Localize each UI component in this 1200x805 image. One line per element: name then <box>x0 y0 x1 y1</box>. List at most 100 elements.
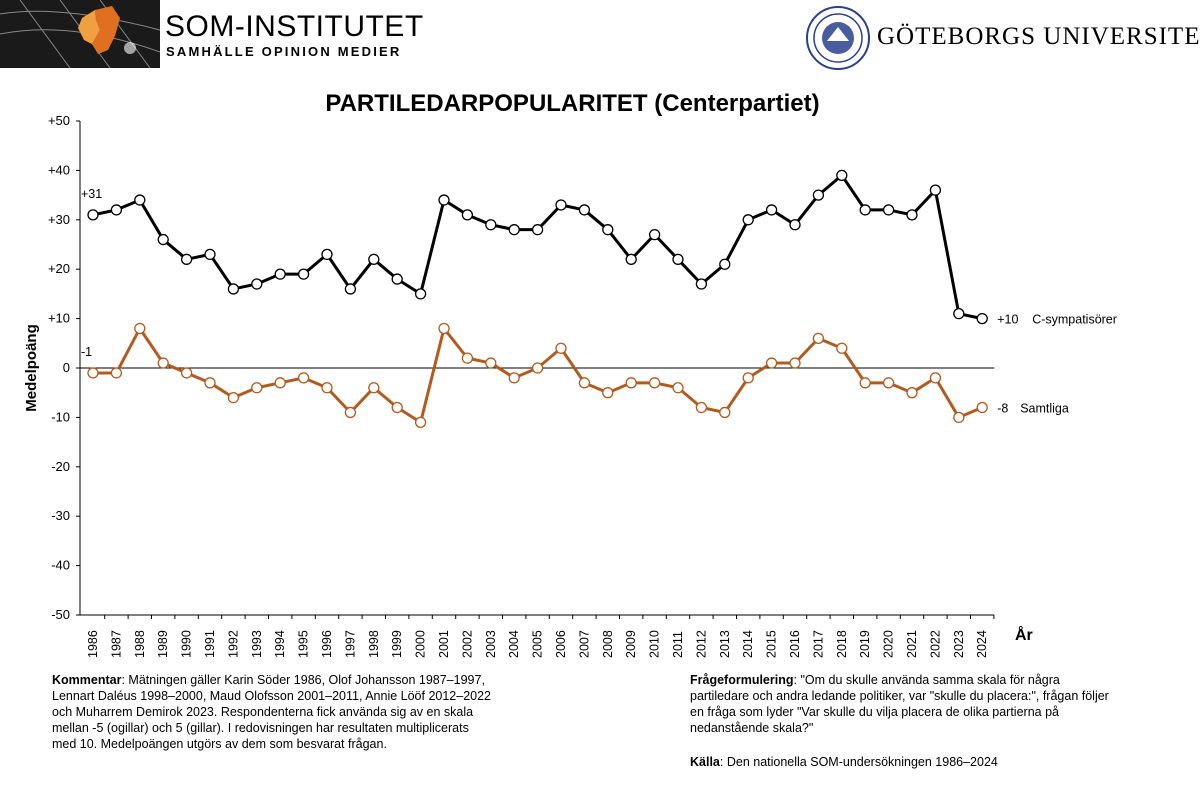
data-point <box>602 387 614 399</box>
y-tick-label: -20 <box>51 459 70 474</box>
y-tick-label: 0 <box>63 360 70 375</box>
x-tick-label: 2017 <box>811 630 825 658</box>
data-point <box>180 253 193 265</box>
x-tick-label: 2014 <box>741 630 755 658</box>
data-point <box>251 382 263 394</box>
data-point <box>251 278 263 290</box>
x-tick-label: 1997 <box>343 630 357 658</box>
question-text: : "Om du skulle använda samma skala för … <box>690 673 1109 735</box>
x-tick-label: 2018 <box>835 630 849 658</box>
x-tick-label: 1993 <box>250 630 264 658</box>
data-point <box>414 416 427 428</box>
data-point <box>695 278 708 290</box>
x-tick-label: 2011 <box>671 631 685 658</box>
data-point <box>672 382 684 394</box>
x-tick-label: 1991 <box>203 630 217 658</box>
data-point <box>134 194 146 206</box>
data-point <box>87 209 99 221</box>
question-label: Frågeformulering <box>690 673 794 687</box>
data-point <box>602 224 614 236</box>
data-point <box>859 204 871 216</box>
comment-text: : Mätningen gäller Karin Söder 1986, Olo… <box>52 673 492 751</box>
y-tick-label: +40 <box>48 162 70 177</box>
university-seal-icon <box>806 6 870 70</box>
x-tick-label: 2002 <box>460 630 474 658</box>
data-point <box>321 382 333 394</box>
comment-label: Kommentar <box>52 673 122 687</box>
data-point <box>976 312 988 325</box>
data-point <box>929 184 942 196</box>
data-point <box>414 288 427 300</box>
series-name-label: Samtliga <box>1020 402 1069 416</box>
x-tick-label: 2024 <box>975 630 989 658</box>
data-point <box>227 283 240 295</box>
data-point <box>906 387 918 399</box>
data-point <box>836 169 848 181</box>
data-point <box>344 406 357 419</box>
data-point <box>742 214 754 226</box>
question-note: Frågeformulering: "Om du skulle använda … <box>690 672 1120 770</box>
x-tick-label: 2013 <box>718 630 732 658</box>
data-point <box>719 406 731 419</box>
x-tick-label: 1998 <box>367 630 381 658</box>
data-point <box>789 219 801 231</box>
x-tick-label: 1990 <box>180 630 194 658</box>
x-tick-label: 2015 <box>765 630 779 658</box>
data-point <box>321 248 333 261</box>
y-axis-label: Medelpoäng <box>23 324 40 412</box>
data-point <box>555 342 567 354</box>
series-start-label: +31 <box>81 187 102 201</box>
x-tick-label: 2005 <box>531 630 545 658</box>
data-point <box>882 377 895 389</box>
som-subtitle: SAMHÄLLE OPINION MEDIER <box>166 44 402 59</box>
x-tick-label: 2019 <box>858 630 872 658</box>
x-tick-label: 2007 <box>577 630 591 658</box>
line-chart: Medelpoäng År +50 +40 +30 +20 +10 0 -10 -20 -30 -4… <box>23 113 1117 658</box>
x-tick-label: 2006 <box>554 630 568 658</box>
data-point <box>625 377 637 389</box>
y-axis-ticks: +50 +40 +30 +20 +10 0 -10 -20 -30 -40 -50 <box>48 113 80 622</box>
x-tick-label: 1994 <box>273 630 287 658</box>
x-tick-label: 2023 <box>952 630 966 658</box>
data-point <box>274 268 286 280</box>
data-point <box>648 228 661 241</box>
series-lines <box>92 173 983 424</box>
series-labels: +31 +10 C-sympatisörer -1 -8 Samtliga <box>81 187 1117 416</box>
data-point <box>836 342 848 354</box>
data-point <box>485 219 497 231</box>
x-tick-label: 1989 <box>156 630 170 658</box>
data-point <box>906 209 918 221</box>
x-tick-label: 2022 <box>928 630 942 658</box>
x-tick-label: 1996 <box>320 630 334 658</box>
data-point <box>812 189 825 201</box>
data-point <box>531 224 544 236</box>
x-tick-label: 2001 <box>437 630 451 658</box>
series-name-label: C-sympatisörer <box>1032 313 1117 327</box>
data-point <box>204 248 216 261</box>
source-text: : Den nationella SOM-undersökningen 1986… <box>719 755 998 769</box>
data-point <box>976 401 988 414</box>
data-point <box>368 253 380 265</box>
data-point <box>531 362 544 374</box>
y-tick-label: -10 <box>51 409 70 424</box>
x-tick-label: 1986 <box>86 630 100 658</box>
y-tick-label: +30 <box>48 212 70 227</box>
x-tick-label: 1999 <box>390 630 404 658</box>
x-tick-label: 2003 <box>484 630 498 658</box>
x-tick-label: 2021 <box>905 630 919 658</box>
data-point <box>812 332 825 345</box>
x-tick-label: 2008 <box>601 630 615 658</box>
y-tick-label: -40 <box>51 558 70 573</box>
data-point <box>391 273 403 285</box>
data-point <box>344 283 357 295</box>
x-axis-ticks: 1986 1987 1988 1989 1990 1991 1992 1993 1994 1995… <box>86 615 995 658</box>
series-end-label: -8 <box>997 402 1008 416</box>
data-point <box>438 194 450 206</box>
x-tick-label: 2000 <box>414 630 428 658</box>
data-point <box>765 204 778 216</box>
data-point <box>461 352 474 364</box>
data-point <box>672 253 684 265</box>
data-point <box>929 372 942 384</box>
x-tick-label: 1992 <box>226 630 240 658</box>
data-point <box>719 258 731 270</box>
